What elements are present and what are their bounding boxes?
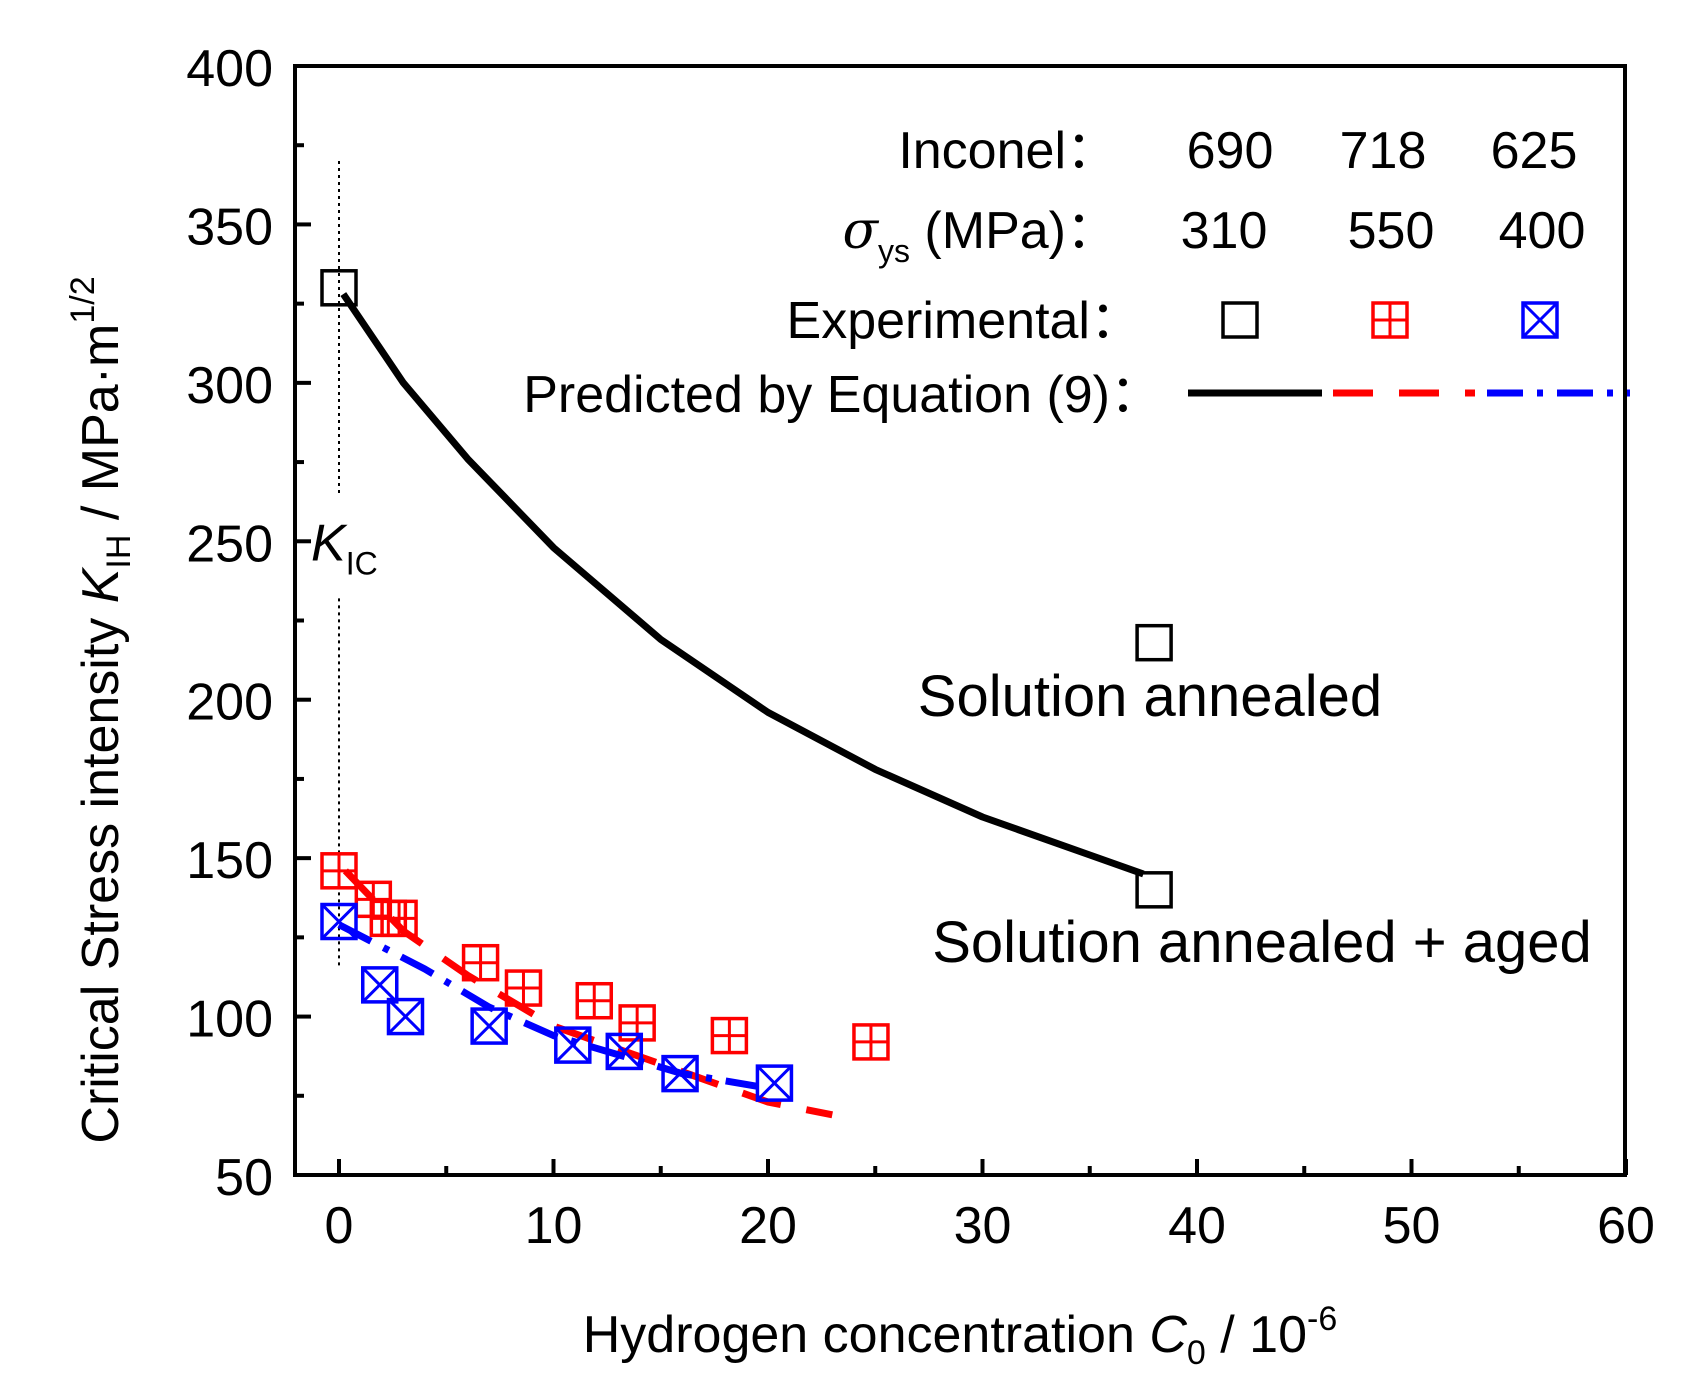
point-718 bbox=[354, 880, 393, 919]
point-625 bbox=[320, 902, 358, 941]
point-625 bbox=[386, 997, 425, 1036]
legend-alloy-625: 625 bbox=[1491, 122, 1578, 180]
legend-row4-label: Predicted by Equation (9)： bbox=[523, 366, 1162, 424]
curve-718 bbox=[342, 868, 833, 1119]
legend-alloy-718: 718 bbox=[1340, 122, 1427, 180]
x-tick-label: 50 bbox=[1383, 1197, 1441, 1255]
x-tick-label: 30 bbox=[954, 1197, 1012, 1255]
point-625 bbox=[470, 1007, 508, 1045]
predicted-curves bbox=[337, 292, 1145, 1119]
legend-row1-label: Inconel： bbox=[898, 122, 1118, 180]
legend-row3-label: Experimental： bbox=[787, 292, 1142, 350]
point-718 bbox=[320, 852, 358, 890]
x-tick-label: 10 bbox=[525, 1197, 583, 1255]
y-tick-label: 350 bbox=[186, 198, 273, 256]
legend-marker-690 bbox=[1221, 301, 1259, 339]
point-625 bbox=[361, 966, 399, 1004]
point-718 bbox=[710, 1016, 749, 1055]
point-718 bbox=[380, 899, 418, 938]
y-tick-label: 300 bbox=[186, 357, 273, 415]
y-tick-label: 150 bbox=[186, 832, 273, 890]
legend-alloy-690: 690 bbox=[1187, 122, 1274, 180]
kic-label: KIC bbox=[311, 514, 378, 581]
y-tick-label: 250 bbox=[186, 515, 273, 573]
experimental-markers bbox=[320, 269, 1173, 1102]
x-tick-label: 0 bbox=[325, 1197, 354, 1255]
ticks: 0 10 20 30 40 50 60 50 100 150 200 250 300 350 400 bbox=[186, 40, 1655, 1255]
annotation-solution-annealed-aged: Solution annealed + aged bbox=[932, 910, 1592, 975]
x-tick-label: 60 bbox=[1597, 1197, 1655, 1255]
legend-marker-625 bbox=[1521, 301, 1559, 339]
y-tick-label: 100 bbox=[186, 991, 273, 1049]
legend-markers bbox=[1221, 301, 1559, 339]
point-718 bbox=[852, 1023, 890, 1061]
y-tick-label: 50 bbox=[215, 1149, 273, 1207]
x-tick-label: 40 bbox=[1168, 1197, 1226, 1255]
kic-reference: KIC bbox=[311, 161, 378, 970]
legend-marker-718 bbox=[1371, 301, 1409, 339]
y-axis-label: Critical Stress intensity KIH / MPa·m1/2 bbox=[64, 276, 138, 1143]
x-axis-label: Hydrogen concentration C0 / 10-6 bbox=[583, 1300, 1337, 1372]
point-625 bbox=[661, 1054, 699, 1093]
legend-ys-718: 550 bbox=[1348, 202, 1435, 260]
point-625 bbox=[605, 1032, 644, 1071]
point-718 bbox=[504, 969, 543, 1007]
point-718 bbox=[575, 981, 614, 1020]
point-690 bbox=[320, 269, 358, 307]
legend-ys-690: 310 bbox=[1181, 202, 1268, 260]
curve-625 bbox=[337, 921, 758, 1090]
legend-row2-label: σys (MPa)： bbox=[842, 201, 1118, 269]
point-625 bbox=[554, 1026, 592, 1064]
point-718 bbox=[461, 943, 500, 982]
curve-690 bbox=[340, 292, 1145, 878]
y-tick-label: 400 bbox=[186, 40, 273, 98]
point-690 bbox=[1135, 871, 1173, 909]
annotation-solution-annealed: Solution annealed bbox=[918, 664, 1382, 729]
point-690 bbox=[1135, 623, 1173, 662]
x-tick-label: 20 bbox=[739, 1197, 797, 1255]
y-tick-label: 200 bbox=[186, 674, 273, 732]
legend: Inconel： 690 718 625 σys (MPa)： 310 550 … bbox=[523, 122, 1630, 424]
legend-ys-625: 400 bbox=[1499, 202, 1586, 260]
point-625 bbox=[755, 1064, 794, 1102]
